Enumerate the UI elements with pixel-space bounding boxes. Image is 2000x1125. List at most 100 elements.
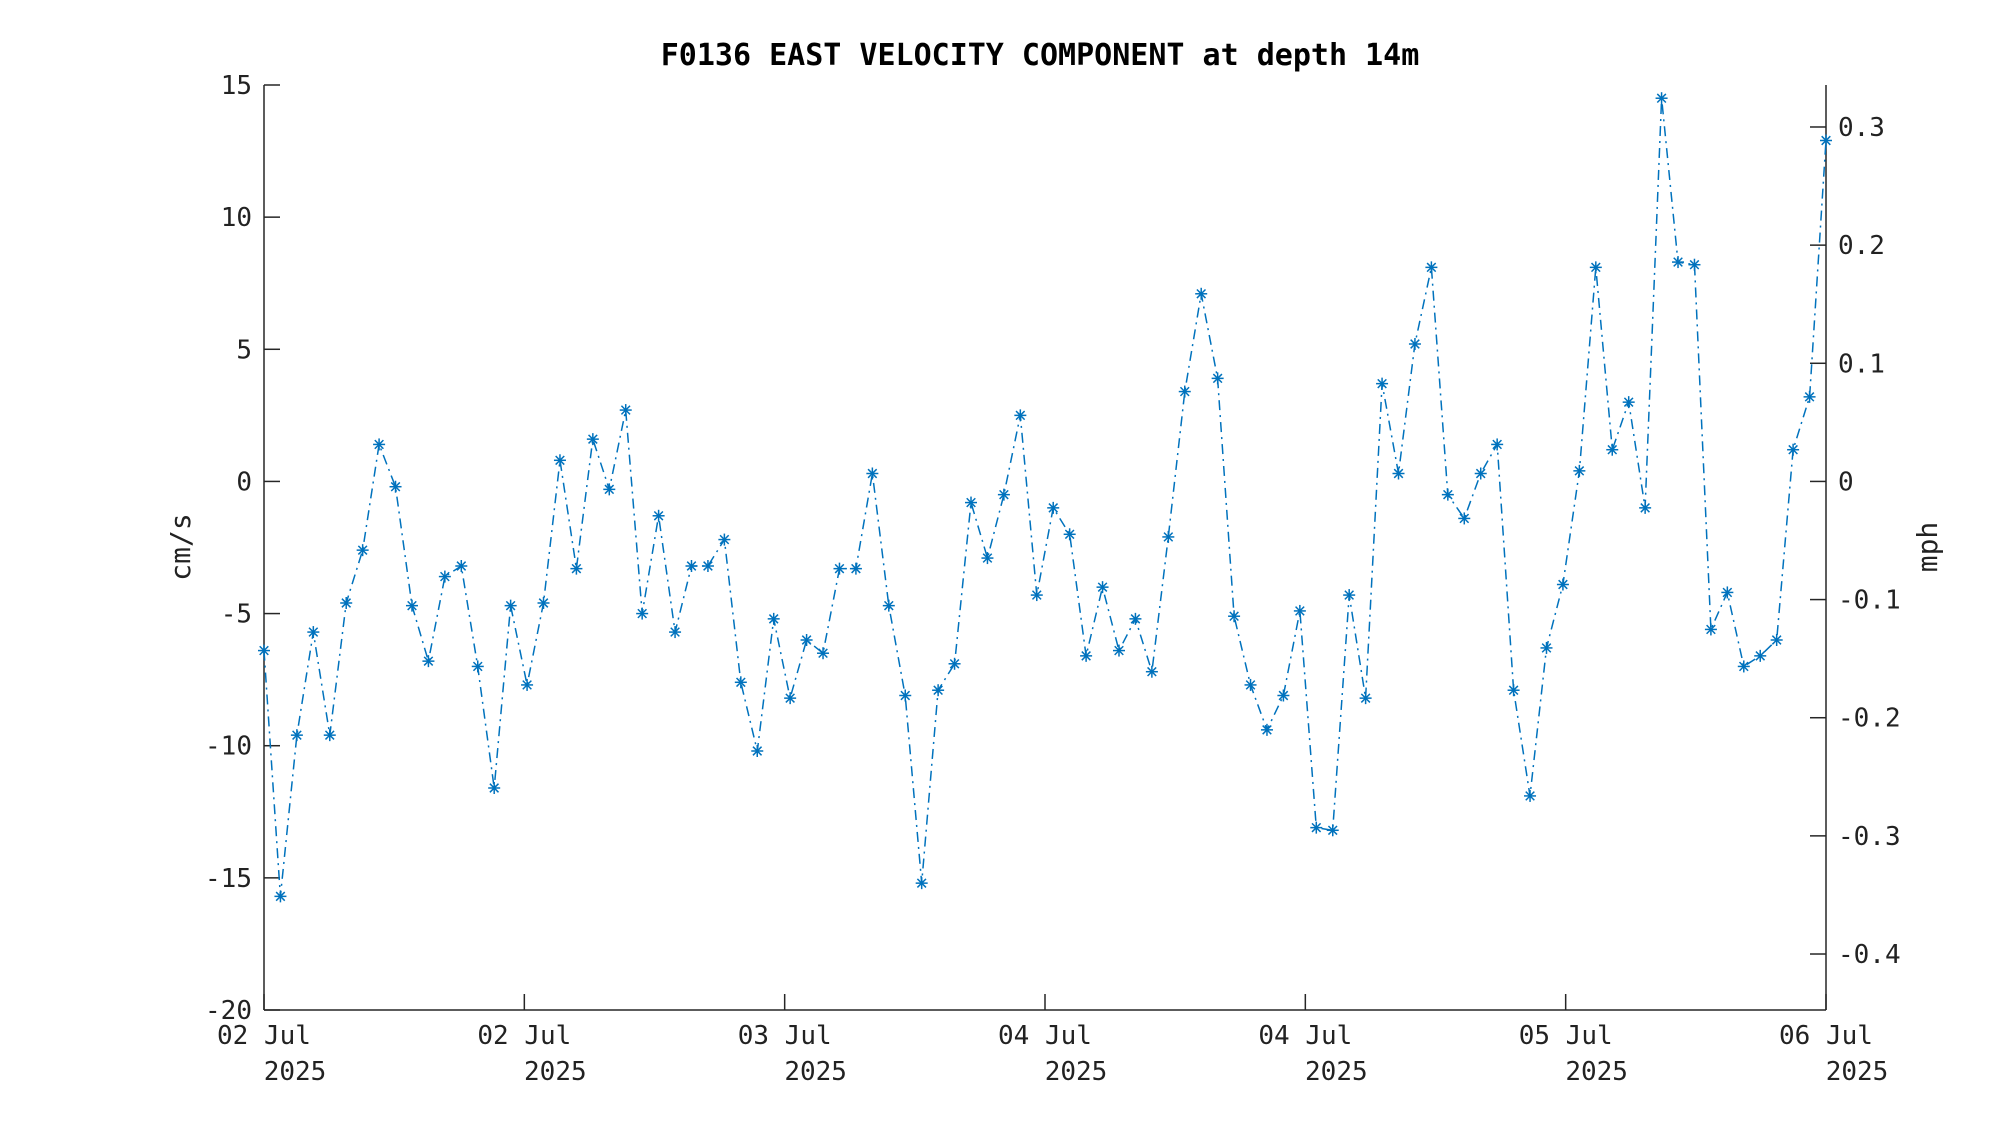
- series-line: [263, 98, 1827, 897]
- data-point: [899, 689, 912, 702]
- data-point: [1178, 385, 1191, 398]
- data-point: [1754, 649, 1767, 662]
- data-point: [471, 660, 484, 673]
- x-axis: 02 Jul 2025 02 Jul 2025 03 Jul 2025 04 Jul 2025…: [217, 994, 1888, 1087]
- y-axis-label-right: mph: [1911, 522, 1944, 573]
- x-tick-label-year: 2025: [1826, 1057, 1889, 1087]
- data-point: [915, 877, 928, 890]
- x-tick-label-day: 04 Jul: [998, 1021, 1092, 1051]
- data-point: [1491, 438, 1504, 451]
- data-point: [307, 626, 320, 639]
- data-point: [422, 655, 435, 668]
- data-point: [685, 560, 698, 572]
- data-point: [669, 626, 682, 639]
- data-point: [997, 488, 1010, 501]
- y-tick-label: -15: [205, 864, 252, 894]
- data-point: [1787, 443, 1800, 456]
- data-point: [1030, 589, 1043, 602]
- data-point: [1688, 258, 1701, 271]
- data-point: [586, 433, 599, 446]
- data-point: [488, 782, 501, 794]
- y-right-tick-label: -0.1: [1838, 586, 1901, 616]
- data-point: [1737, 660, 1750, 673]
- data-point: [570, 562, 583, 575]
- x-tick-label-year: 2025: [264, 1057, 327, 1087]
- data-point: [1770, 634, 1783, 646]
- y-right-tick-label: -0.4: [1838, 940, 1901, 970]
- data-point: [1080, 649, 1093, 662]
- data-point: [537, 597, 550, 609]
- data-point: [1359, 692, 1372, 705]
- data-point: [718, 533, 731, 546]
- data-point: [619, 404, 632, 417]
- data-point: [1376, 377, 1389, 390]
- y-tick-label: 5: [236, 335, 252, 365]
- data-point: [1392, 467, 1405, 480]
- data-point: [652, 509, 665, 522]
- data-point: [290, 729, 303, 742]
- data-point: [1145, 665, 1158, 678]
- data-point: [1293, 604, 1306, 617]
- axes-frame: [263, 85, 1827, 1011]
- data-point: [1721, 586, 1734, 599]
- x-tick-label-day: 06 Jul: [1779, 1021, 1873, 1051]
- data-point: [1474, 467, 1487, 480]
- data-point: [767, 612, 780, 625]
- data-point: [849, 562, 862, 575]
- data-point: [817, 647, 830, 660]
- data-point: [1326, 824, 1339, 837]
- x-tick-label-year: 2025: [524, 1057, 587, 1087]
- data-point: [1589, 261, 1602, 274]
- data-point: [438, 570, 451, 583]
- data-point: [1211, 372, 1224, 385]
- y-tick-label: 0: [236, 467, 252, 497]
- data-point: [981, 552, 994, 565]
- data-point: [1014, 409, 1027, 422]
- data-point: [356, 544, 369, 557]
- data-point: [1228, 610, 1241, 623]
- x-tick-label-year: 2025: [1305, 1057, 1368, 1087]
- data-point: [323, 729, 336, 742]
- data-point: [1573, 464, 1586, 477]
- y-tick-label: -10: [205, 732, 252, 762]
- y-tick-label: -5: [221, 600, 252, 630]
- data-point: [784, 692, 797, 705]
- chart-title: F0136 EAST VELOCITY COMPONENT at depth 1…: [660, 38, 1420, 73]
- data-point: [1458, 512, 1471, 525]
- data-point: [1606, 443, 1619, 456]
- data-point: [701, 560, 714, 572]
- data-point: [636, 607, 649, 620]
- y-tick-label: 15: [221, 71, 252, 101]
- data-point: [1655, 92, 1668, 105]
- data-point: [1129, 612, 1142, 625]
- data-point: [1063, 528, 1076, 541]
- data-point: [1244, 678, 1257, 691]
- y-right-tick-label: 0.2: [1838, 231, 1885, 261]
- data-point: [274, 890, 287, 903]
- x-tick-label-year: 2025: [1565, 1057, 1628, 1087]
- data-point: [1820, 134, 1832, 147]
- data-point: [932, 684, 945, 697]
- data-point: [1672, 256, 1685, 269]
- data-point: [1704, 623, 1717, 636]
- data-point: [734, 676, 747, 689]
- data-point: [1408, 338, 1421, 350]
- data-point: [1540, 641, 1553, 654]
- data-point: [1425, 261, 1438, 274]
- y-right-tick-label: 0.3: [1838, 113, 1885, 143]
- data-point: [833, 562, 846, 575]
- left-y-axis: 15 10 5 0 -5 -10 -15 -20: [205, 71, 280, 1026]
- data-point: [405, 599, 418, 612]
- right-y-axis: 0.3 0.2 0.1 0 -0.1 -0.2 -0.3 -0.4: [1810, 113, 1901, 970]
- data-point: [1277, 689, 1290, 702]
- data-point: [258, 644, 270, 657]
- y-right-tick-label: -0.2: [1838, 704, 1901, 734]
- data-point: [553, 454, 566, 467]
- y-right-tick-label: -0.3: [1838, 822, 1901, 852]
- y-tick-label: 10: [221, 203, 252, 233]
- data-point: [1343, 589, 1356, 602]
- x-tick-label-day: 02 Jul: [217, 1021, 311, 1051]
- data-point: [800, 634, 813, 646]
- data-point: [1524, 789, 1537, 802]
